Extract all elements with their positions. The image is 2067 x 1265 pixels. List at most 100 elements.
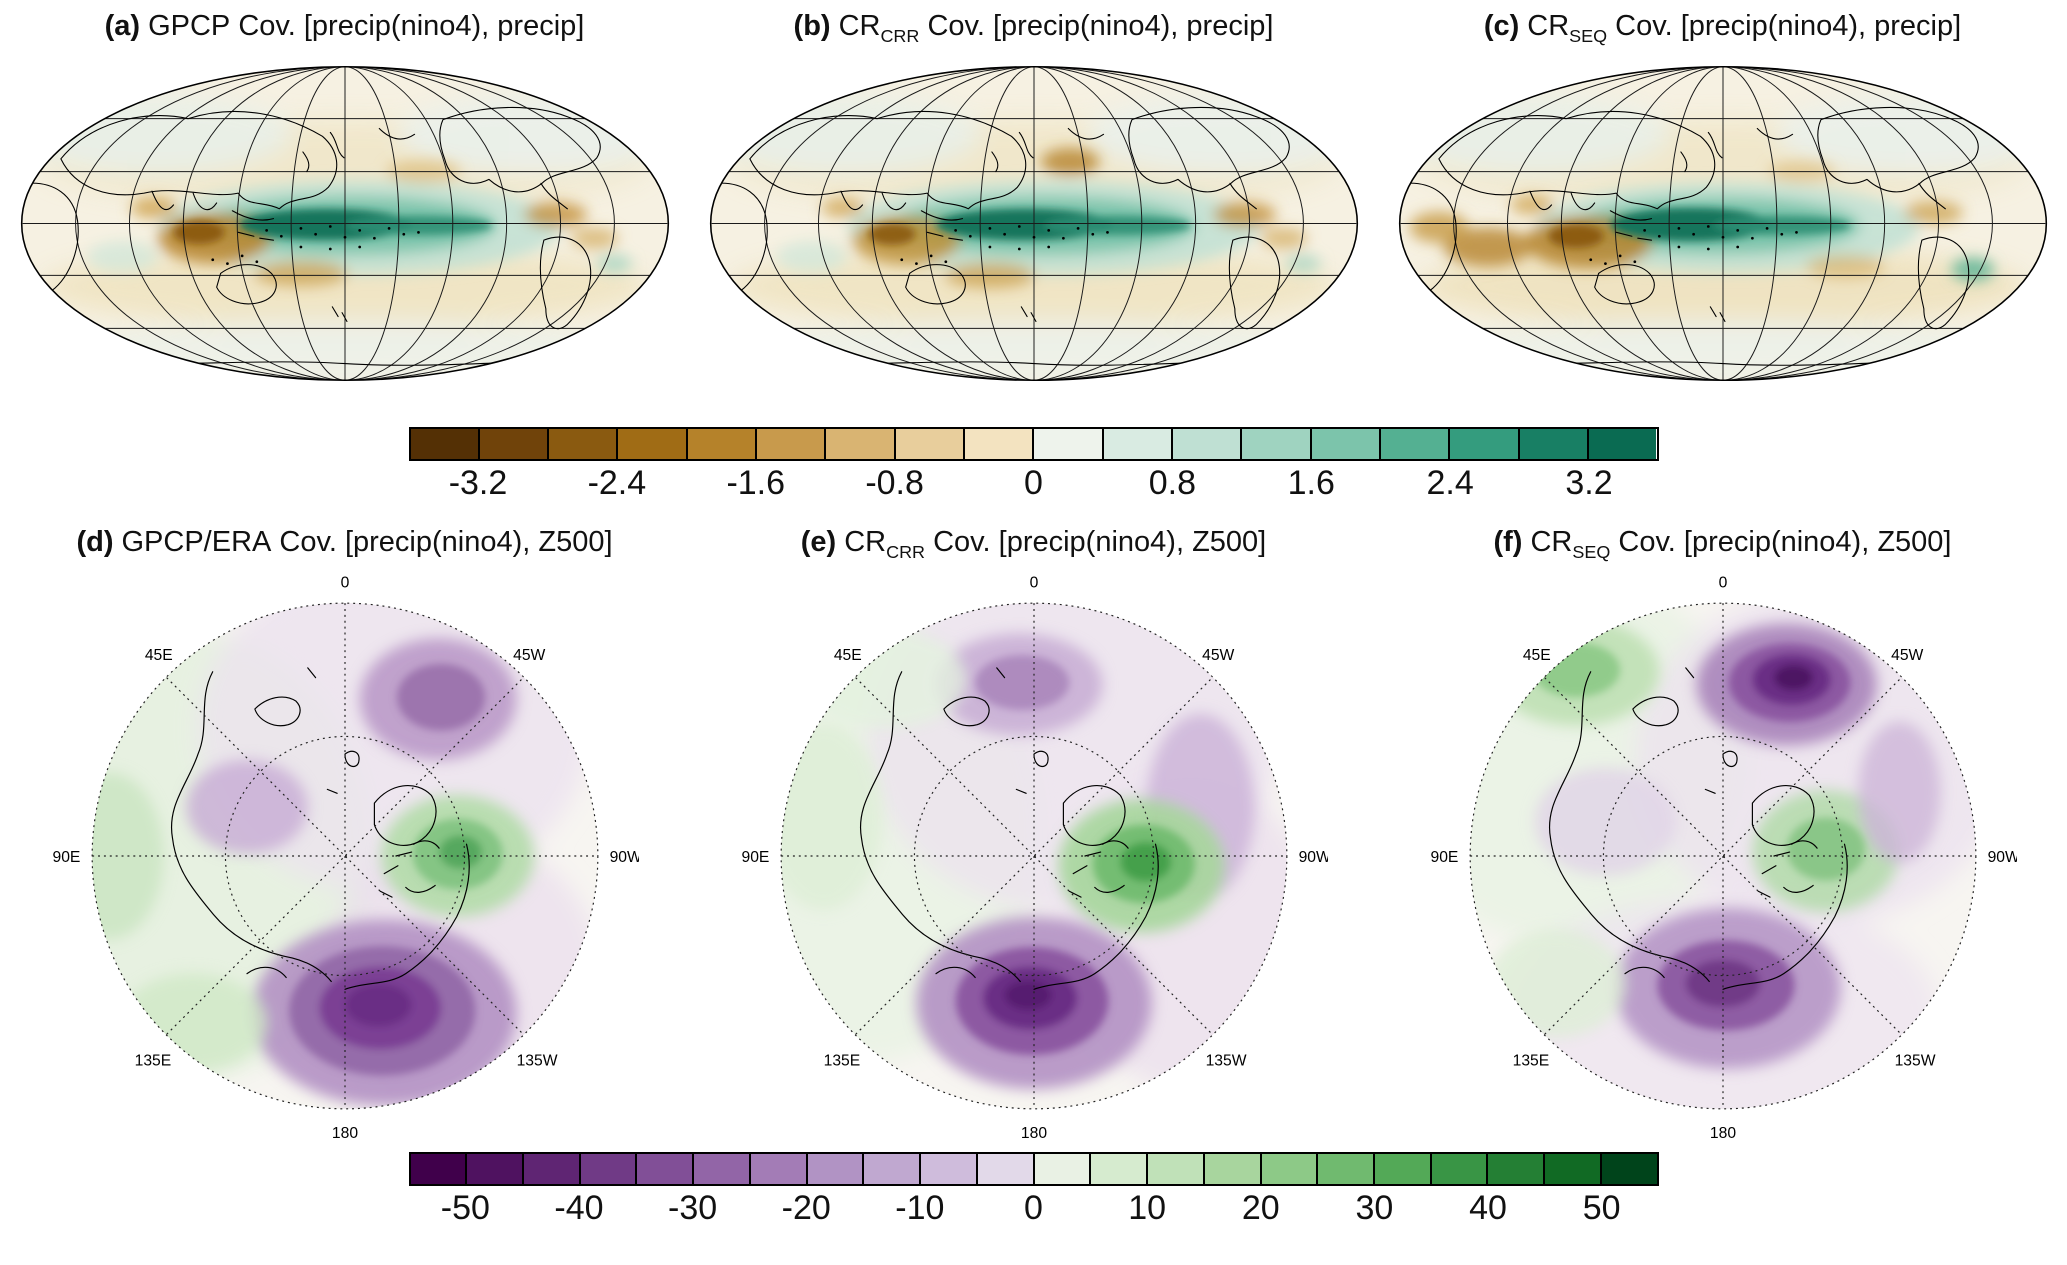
panel-d: (d) GPCP/ERA Cov. [precip(nino4), Z500]	[0, 522, 689, 1150]
lon-label-45w: 45W	[513, 647, 545, 664]
colorbar-segment	[807, 1154, 865, 1184]
colorbar-segment	[523, 1154, 581, 1184]
lon-label-180: 180	[1709, 1125, 1735, 1142]
lon-label-45e: 45E	[1522, 647, 1550, 664]
panel-b-title: (b) CRCRR Cov. [precip(nino4), precip]	[794, 6, 1274, 46]
panel-c-title: (c) CRSEQ Cov. [precip(nino4), precip]	[1484, 6, 1961, 46]
map-e-content	[780, 603, 1287, 1092]
map-c-content	[1399, 66, 2046, 381]
top-row: (a) GPCP Cov. [precip(nino4), precip]	[0, 0, 2067, 401]
map-a-globe	[20, 65, 669, 382]
z500-tick: 50	[1582, 1189, 1621, 1227]
covariance-cores	[955, 655, 1195, 1055]
panel-e-title: (e) CRCRR Cov. [precip(nino4), Z500]	[801, 522, 1266, 562]
map-b-globe	[709, 65, 1358, 382]
panel-d-suffix: Cov. [precip(nino4), Z500]	[271, 526, 613, 558]
colorbar-segment	[826, 429, 896, 459]
lon-label-45e: 45E	[144, 647, 172, 664]
lon-label-45w: 45W	[1202, 647, 1234, 664]
panel-c-subscript: SEQ	[1569, 25, 1608, 46]
panel-e: (e) CRCRR Cov. [precip(nino4), Z500]	[689, 522, 1378, 1150]
panel-c-name: CR	[1527, 10, 1570, 42]
z500-colorbar-block: -50 -40 -30 -20 -10 0 10 20 30 40 50	[408, 1152, 1659, 1237]
lon-label-0: 0	[1718, 574, 1727, 591]
panel-c-suffix: Cov. [precip(nino4), precip]	[1607, 10, 1962, 42]
panel-a: (a) GPCP Cov. [precip(nino4), precip]	[0, 0, 689, 401]
panel-e-subscript: CRR	[886, 541, 926, 562]
panel-c-label: (c)	[1483, 10, 1520, 42]
colorbar-segment	[637, 1154, 695, 1184]
colorbar-segment	[1450, 429, 1520, 459]
colorbar-segment	[864, 1154, 922, 1184]
precip-tick: 1.6	[1287, 464, 1335, 502]
panel-b-name: CR	[838, 10, 881, 42]
map-outline	[709, 65, 1358, 382]
colorbar-segment	[1381, 429, 1451, 459]
lon-label-135e: 135E	[1512, 1053, 1549, 1070]
bottom-row: (d) GPCP/ERA Cov. [precip(nino4), Z500]	[0, 522, 2067, 1150]
lon-label-135e: 135E	[823, 1053, 860, 1070]
z500-colorbar	[408, 1152, 1659, 1186]
z500-tick: 30	[1355, 1189, 1394, 1227]
precip-colorbar-block: -3.2 -2.4 -1.6 -0.8 0 0.8 1.6 2.4 3.2	[408, 427, 1659, 512]
map-e-polar: 0 45W 90W 135W 180 135E 90E 45E	[741, 574, 1327, 1142]
panel-d-title: (d) GPCP/ERA Cov. [precip(nino4), Z500]	[76, 522, 612, 562]
lon-label-180: 180	[1020, 1125, 1046, 1142]
lon-label-135w: 135W	[1205, 1053, 1246, 1070]
panel-f-suffix: Cov. [precip(nino4), Z500]	[1610, 526, 1952, 558]
colorbar-segment	[1519, 429, 1590, 459]
map-c-globe	[1398, 65, 2047, 382]
precip-tick: 3.2	[1565, 464, 1613, 502]
lon-label-45w: 45W	[1891, 647, 1923, 664]
panel-c: (c) CRSEQ Cov. [precip(nino4), precip]	[1378, 0, 2067, 401]
precip-tick: -0.8	[865, 464, 924, 502]
colorbar-segment	[694, 1154, 751, 1184]
z500-tick: -40	[554, 1189, 604, 1227]
panel-a-suffix: Cov. [precip(nino4), precip]	[230, 10, 585, 42]
lon-label-90e: 90E	[741, 849, 769, 866]
precip-colorbar-ticks: -3.2 -2.4 -1.6 -0.8 0 0.8 1.6 2.4 3.2	[409, 464, 1659, 512]
z500-tick: -20	[781, 1189, 831, 1227]
precip-tick: 0	[1024, 464, 1043, 502]
colorbar-segment	[895, 429, 966, 459]
panel-a-label: (a)	[104, 10, 141, 42]
panel-b-label: (b)	[793, 10, 831, 42]
colorbar-segment	[410, 1154, 468, 1184]
map-d-polar: 0 45W 90W 135W 180 135E 90E 45E	[52, 574, 638, 1142]
panel-d-name: GPCP/ERA	[121, 526, 272, 558]
z500-tick: -10	[895, 1189, 945, 1227]
lon-label-90e: 90E	[1430, 849, 1458, 866]
colorbar-segment	[1589, 429, 1657, 459]
lon-label-0: 0	[1029, 574, 1038, 591]
lon-label-135w: 135W	[516, 1053, 557, 1070]
covariance-cores	[1548, 207, 1850, 248]
precip-tick: -3.2	[448, 464, 508, 502]
colorbar-segment	[618, 429, 688, 459]
covariance-cores	[288, 663, 503, 1076]
colorbar-segment	[1374, 1154, 1432, 1184]
colorbar-segment	[1034, 1154, 1092, 1184]
panel-e-name: CR	[844, 526, 887, 558]
colorbar-segment	[977, 1154, 1035, 1184]
colorbar-segment	[1545, 1154, 1602, 1184]
covariance-cores	[1531, 642, 1865, 1031]
panel-f-name: CR	[1530, 526, 1573, 558]
colorbar-segment	[965, 429, 1035, 459]
colorbar-segment	[1261, 1154, 1319, 1184]
colorbar-segment	[1431, 1154, 1489, 1184]
lon-label-0: 0	[340, 574, 349, 591]
panel-a-name: GPCP	[148, 10, 231, 42]
precip-tick: 0.8	[1148, 464, 1197, 502]
panel-f-label: (f)	[1493, 526, 1523, 558]
colorbar-segment	[921, 1154, 978, 1184]
colorbar-segment	[580, 1154, 638, 1184]
colorbar-segment	[1103, 429, 1174, 459]
panel-f-subscript: SEQ	[1572, 541, 1611, 562]
lon-label-135e: 135E	[134, 1053, 171, 1070]
colorbar-segment	[750, 1154, 808, 1184]
colorbar-segment	[1488, 1154, 1546, 1184]
panel-b-subscript: CRR	[880, 25, 920, 46]
colorbar-segment	[1091, 1154, 1149, 1184]
panel-b-suffix: Cov. [precip(nino4), precip]	[919, 10, 1274, 42]
z500-tick: -30	[668, 1189, 718, 1227]
